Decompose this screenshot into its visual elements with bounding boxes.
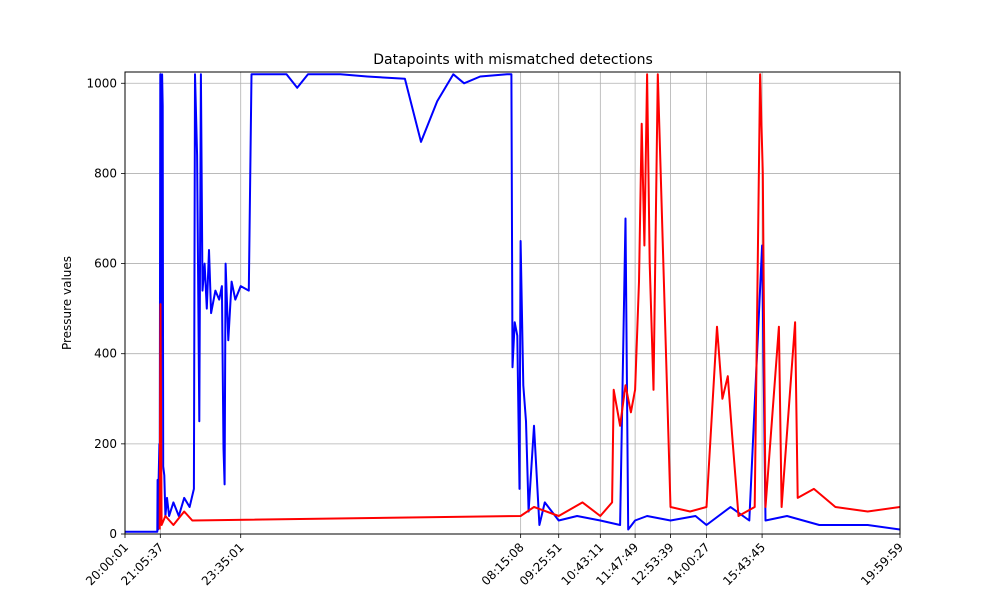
y-axis-label: Pressure values (60, 256, 74, 350)
y-tick-label: 0 (109, 527, 117, 541)
plot-frame (124, 71, 901, 535)
y-tick-label: 200 (94, 437, 117, 451)
chart-series (125, 73, 900, 533)
y-tick-label: 400 (94, 347, 117, 361)
y-tick-label: 1000 (86, 76, 117, 90)
series-line-0 (125, 73, 900, 533)
y-tick-label: 600 (94, 257, 117, 271)
y-tick-label: 800 (94, 166, 117, 180)
series-line-1 (158, 73, 900, 530)
chart-title: Datapoints with mismatched detections (373, 52, 653, 68)
